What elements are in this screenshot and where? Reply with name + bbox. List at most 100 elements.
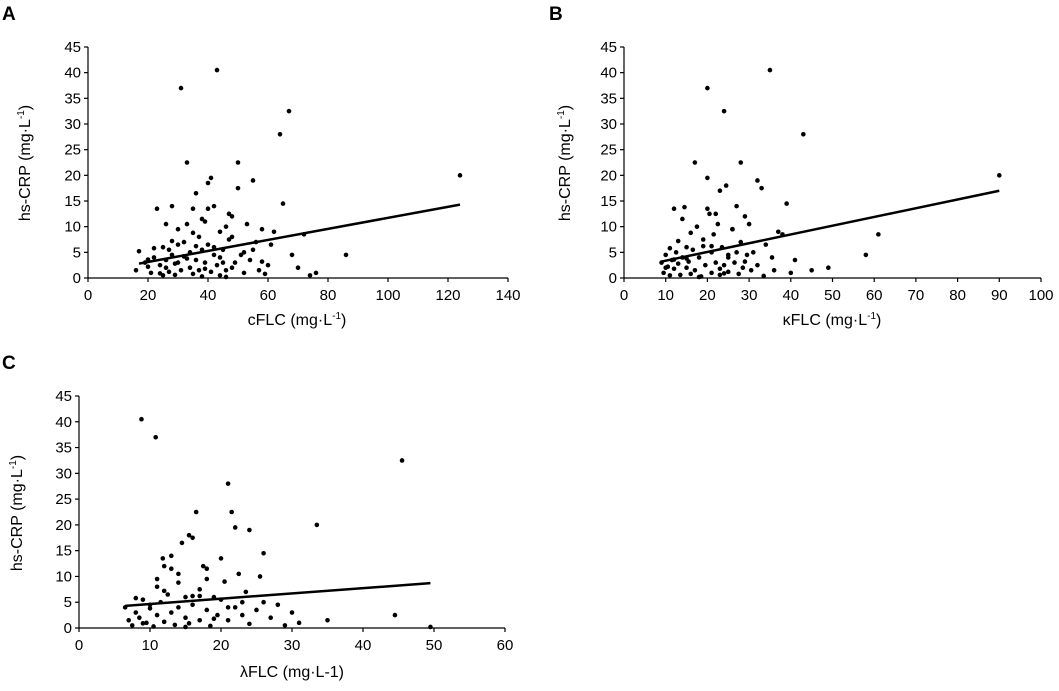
y-tick-label-c: 10: [55, 568, 72, 585]
data-point-c: [282, 623, 288, 628]
data-point-a: [217, 229, 223, 235]
data-point-a: [235, 185, 241, 191]
trend-line-a: [138, 203, 461, 265]
data-point-b: [826, 265, 831, 271]
data-point-c: [296, 620, 302, 626]
data-point-b: [667, 273, 673, 278]
data-point-a: [268, 242, 274, 247]
data-point-b: [694, 224, 700, 229]
data-point-c: [154, 612, 160, 618]
data-point-b: [705, 175, 710, 181]
data-point-a: [271, 229, 277, 235]
data-point-b: [801, 131, 806, 137]
data-point-c: [215, 612, 220, 618]
data-point-b: [663, 265, 668, 271]
data-point-a: [250, 178, 256, 183]
data-point-c: [169, 610, 174, 615]
y-tick-label-b: 30: [600, 116, 617, 133]
y-tick-label-c: 30: [55, 465, 72, 482]
data-point-a: [166, 269, 172, 275]
data-point-c: [154, 576, 160, 582]
data-point-c: [129, 623, 135, 628]
data-point-a: [184, 256, 190, 261]
data-point-a: [307, 273, 313, 278]
data-point-b: [707, 211, 712, 217]
data-point-c: [399, 458, 405, 463]
panel-label-b: B: [549, 4, 563, 25]
data-point-b: [705, 206, 710, 211]
x-tick-label-a: 40: [200, 287, 217, 304]
data-point-b: [673, 250, 679, 255]
data-point-a: [295, 265, 301, 271]
data-point-c: [261, 599, 266, 605]
data-point-c: [211, 616, 217, 622]
data-point-c: [161, 588, 167, 594]
data-point-a: [151, 255, 157, 260]
data-point-b: [738, 239, 744, 245]
data-point-c: [165, 592, 171, 597]
data-point-a: [199, 216, 205, 222]
data-point-c: [169, 566, 174, 572]
data-point-b: [721, 262, 727, 268]
data-point-a: [241, 270, 247, 276]
data-point-b: [677, 272, 683, 278]
data-point-b: [717, 188, 723, 194]
y-tick-label-a: 10: [64, 219, 81, 236]
data-point-c: [314, 522, 320, 528]
data-point-b: [675, 238, 681, 244]
data-point-c: [140, 621, 146, 626]
data-point-a: [178, 85, 184, 91]
data-point-a: [220, 260, 226, 265]
data-point-b: [717, 266, 723, 272]
data-point-c: [218, 556, 224, 561]
data-point-b: [763, 242, 769, 247]
data-point-c: [325, 617, 330, 623]
data-point-b: [692, 160, 698, 165]
data-point-c: [161, 619, 167, 625]
data-point-b: [671, 206, 677, 211]
x-tick-label-a: 80: [320, 287, 337, 304]
data-point-b: [713, 211, 719, 217]
data-point-b: [725, 255, 731, 260]
data-point-a: [229, 214, 235, 219]
data-point-b: [684, 265, 689, 271]
data-point-a: [232, 260, 238, 265]
data-point-c: [154, 584, 160, 590]
data-point-c: [186, 621, 192, 626]
data-point-b: [775, 229, 781, 235]
data-point-b: [769, 255, 775, 260]
y-tick-label-b: 40: [600, 65, 617, 82]
data-point-c: [225, 481, 231, 486]
data-point-c: [144, 620, 149, 626]
data-point-c: [222, 579, 227, 584]
data-point-c: [193, 509, 199, 515]
scatter-panel-a: A hs-CRP (mg·L-1) cFLC (mg·L-1) 0 5 10 15 20…: [2, 4, 521, 329]
data-point-a: [223, 274, 229, 280]
data-point-c: [190, 535, 195, 541]
x-tick-label-c: 60: [497, 637, 514, 654]
data-point-a: [175, 242, 181, 247]
data-point-b: [711, 232, 716, 237]
data-point-a: [226, 237, 232, 242]
data-point-a: [238, 252, 244, 258]
y-tick-label-c: 25: [55, 491, 72, 508]
data-point-c: [289, 610, 295, 615]
data-point-c: [243, 589, 249, 595]
x-tick-label-c: 10: [142, 637, 159, 654]
x-tick-label-b: 80: [949, 287, 966, 304]
data-point-b: [690, 247, 696, 253]
data-point-c: [208, 623, 213, 629]
data-point-a: [178, 268, 184, 273]
x-tick-label-b: 20: [699, 287, 716, 304]
data-point-c: [247, 527, 252, 533]
data-point-a: [193, 257, 199, 263]
y-tick-label-a: 25: [64, 142, 81, 159]
y-axis-title-b: hs-CRP (mg·L-1): [556, 105, 574, 221]
data-point-b: [788, 270, 794, 276]
x-axis-title-c: λFLC (mg·L-1): [240, 664, 344, 681]
data-point-a: [217, 273, 223, 278]
data-point-c: [133, 595, 139, 601]
data-point-a: [184, 160, 190, 165]
data-point-b: [759, 185, 764, 191]
